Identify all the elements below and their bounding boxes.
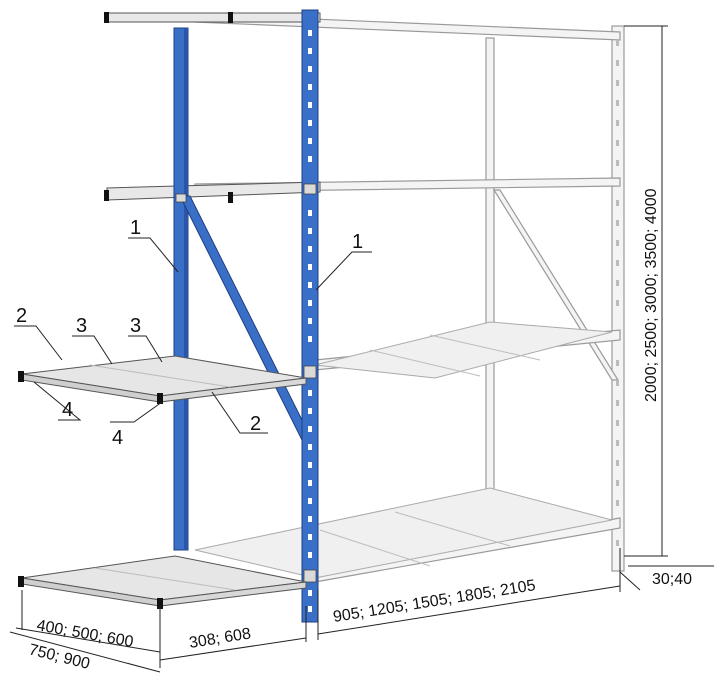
- callout-1-upright-left: 1: [130, 217, 141, 239]
- rear-frame: [194, 13, 625, 583]
- callout-2-shelf-right: 2: [250, 413, 261, 435]
- callout-4-cap-left: 4: [62, 399, 73, 421]
- side-width-dimension-label: 30;40: [652, 571, 692, 588]
- dimension-lines: [9, 25, 714, 673]
- width-dimension-label: 905; 1205; 1505; 1805; 2105: [332, 577, 537, 626]
- top-shelf: [104, 12, 321, 23]
- callout-1-upright-right: 1: [352, 231, 363, 253]
- callout-2-shelf-left: 2: [16, 305, 27, 327]
- upright-connectors: [175, 183, 317, 583]
- blue-upright-left: [173, 27, 189, 551]
- third-shelf: [18, 355, 307, 404]
- rear-shelf-decks: [194, 321, 613, 579]
- callout-3-deck-right: 3: [130, 315, 141, 337]
- callout-4-cap-right: 4: [112, 427, 123, 449]
- right-upright-slots: [308, 30, 312, 612]
- rear-post-holes: [616, 40, 619, 546]
- depth-outer-dimension-label: 750; 900: [27, 641, 92, 673]
- second-shelf: [104, 181, 321, 203]
- height-dimension-label: 2000; 2500; 3000; 3500; 4000: [643, 188, 660, 402]
- callout-3-deck-left: 3: [76, 315, 87, 337]
- blue-diagonal-brace: [179, 195, 313, 441]
- rear-deck-seams: [319, 334, 541, 567]
- blue-upright-right: [301, 9, 319, 623]
- callout-leaders: [14, 237, 372, 434]
- bottom-shelf: [18, 555, 307, 609]
